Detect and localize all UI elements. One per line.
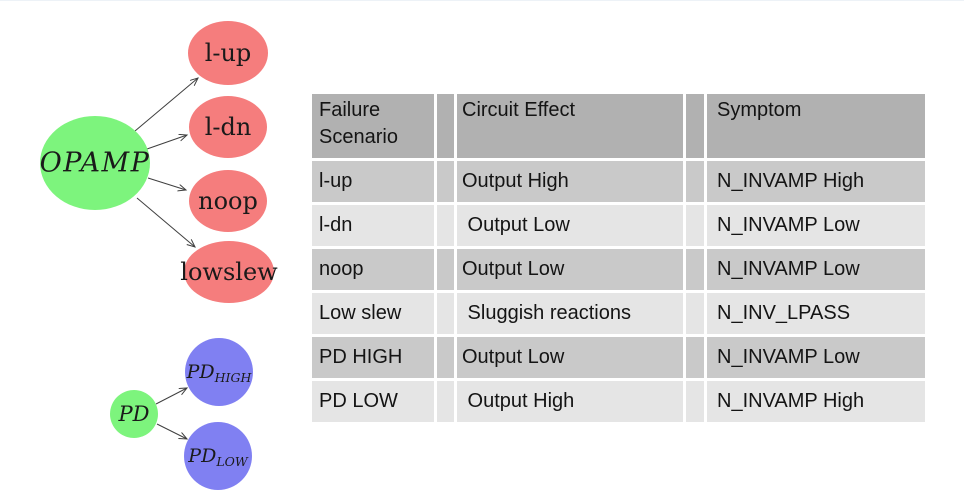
cell-symptom: N_INV_LPASS [707, 293, 925, 334]
cell-scenario: l-up [312, 161, 434, 202]
cell-symptom: N_INVAMP Low [707, 205, 925, 246]
cell-symptom: N_INVAMP High [707, 381, 925, 422]
spacer-col [437, 94, 454, 158]
cell-effect: Output Low [457, 337, 683, 378]
node-pdlow [184, 422, 252, 490]
node-lowslew-label: lowslew [180, 258, 278, 286]
node-pd-label: PD [118, 402, 150, 426]
node-pd [110, 390, 158, 438]
edge-opamp-lowslew [136, 197, 195, 247]
table-row: PD LOW Output High N_INVAMP High [312, 381, 925, 422]
cell-effect: Output High [457, 161, 683, 202]
node-opamp-label: OPAMP [40, 148, 151, 179]
spacer-cell [686, 381, 704, 422]
edge-opamp-noop [147, 177, 186, 190]
spacer-cell [437, 249, 454, 290]
table-row: l-up Output High N_INVAMP High [312, 161, 925, 202]
node-lup-label: l-up [205, 39, 252, 67]
cell-effect: Output Low [457, 249, 683, 290]
spacer-cell [437, 381, 454, 422]
node-lup [188, 21, 268, 85]
cell-effect: Output High [457, 381, 683, 422]
table-row: PD HIGH Output Low N_INVAMP Low [312, 337, 925, 378]
node-ldn [189, 96, 267, 158]
cell-symptom: N_INVAMP Low [707, 337, 925, 378]
cell-symptom: N_INVAMP Low [707, 249, 925, 290]
spacer-cell [437, 337, 454, 378]
table-header-row: Failure Scenario Circuit Effect Symptom [312, 94, 925, 158]
spacer-cell [437, 205, 454, 246]
fault-tree-diagram: OPAMP l-up l-dn noop lowslew PD PDHIGH P… [40, 21, 278, 490]
spacer-cell [437, 293, 454, 334]
node-ldn-label: l-dn [205, 113, 252, 141]
cell-effect: Sluggish reactions [457, 293, 683, 334]
spacer-cell [437, 161, 454, 202]
cell-symptom: N_INVAMP High [707, 161, 925, 202]
col-header-symptom: Symptom [707, 94, 925, 158]
cell-effect: Output Low [457, 205, 683, 246]
edge-opamp-ldn [146, 135, 187, 150]
table-row: Low slew Sluggish reactions N_INV_LPASS [312, 293, 925, 334]
cell-scenario: PD HIGH [312, 337, 434, 378]
col-header-circuit-effect: Circuit Effect [457, 94, 683, 158]
node-lowslew [184, 241, 274, 303]
spacer-cell [686, 205, 704, 246]
edge-pd-pdhigh [155, 388, 187, 405]
col-header-failure-scenario: Failure Scenario [312, 94, 434, 158]
cell-scenario: PD LOW [312, 381, 434, 422]
node-noop [189, 170, 267, 232]
table-row: l-dn Output Low N_INVAMP Low [312, 205, 925, 246]
node-pdlow-label: PDLOW [187, 445, 249, 469]
edge-opamp-lup [134, 78, 198, 132]
spacer-cell [686, 161, 704, 202]
spacer-cell [686, 337, 704, 378]
cell-scenario: noop [312, 249, 434, 290]
cell-scenario: l-dn [312, 205, 434, 246]
node-opamp [40, 116, 150, 210]
node-noop-label: noop [198, 187, 258, 215]
edge-pd-pdlow [156, 423, 187, 439]
node-pdhigh-label: PDHIGH [186, 361, 253, 385]
failure-table-wrap: Failure Scenario Circuit Effect Symptom … [309, 91, 928, 425]
failure-table: Failure Scenario Circuit Effect Symptom … [309, 91, 928, 425]
table-row: noop Output Low N_INVAMP Low [312, 249, 925, 290]
spacer-cell [686, 293, 704, 334]
spacer-col [686, 94, 704, 158]
node-pdhigh [185, 338, 253, 406]
spacer-cell [686, 249, 704, 290]
cell-scenario: Low slew [312, 293, 434, 334]
